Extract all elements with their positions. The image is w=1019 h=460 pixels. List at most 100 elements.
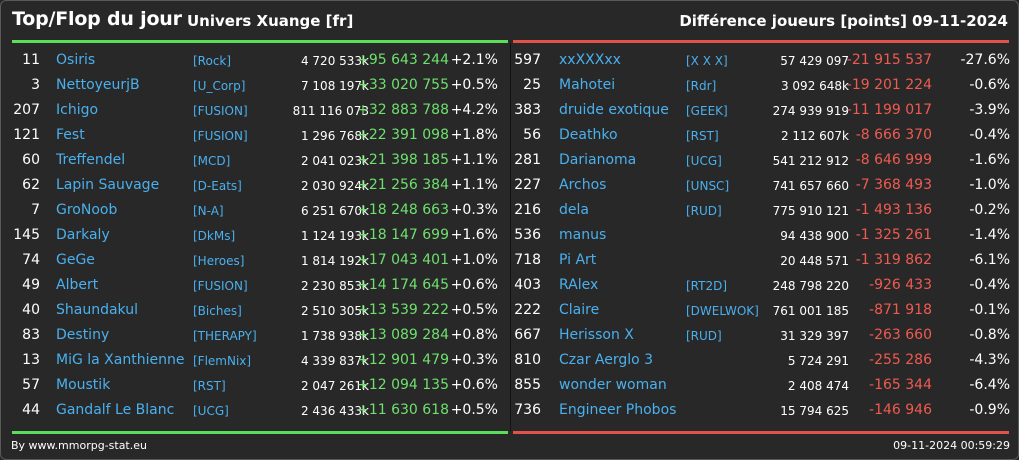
guild-tag-link[interactable]: [DWELWOK]: [686, 304, 759, 318]
metric-label: Différence joueurs [points]: [679, 12, 907, 30]
player-points: 31 329 397: [780, 329, 849, 343]
points-difference: -19 201 224: [846, 77, 932, 93]
guild-tag-link[interactable]: [FUSION]: [193, 104, 248, 118]
player-name-link[interactable]: GroNoob: [56, 202, 118, 218]
guild-tag-link[interactable]: [RST]: [193, 379, 226, 393]
player-name-link[interactable]: Herisson X: [559, 327, 634, 343]
player-rank: 281: [514, 152, 541, 168]
guild-tag-link[interactable]: [UCG]: [686, 154, 722, 168]
player-name-link[interactable]: Destiny: [56, 327, 110, 343]
player-name-link[interactable]: xxXXXxx: [559, 52, 621, 68]
player-name-link[interactable]: Shaundakul: [56, 302, 138, 318]
player-name-link[interactable]: Pi Art: [559, 252, 597, 268]
player-points: 2 408 474: [787, 379, 849, 393]
guild-tag-link[interactable]: [Biches]: [193, 304, 242, 318]
guild-tag-link[interactable]: [FUSION]: [193, 279, 248, 293]
guild-tag-link[interactable]: [Rdr]: [686, 79, 717, 93]
points-difference: -1 319 862: [855, 252, 932, 268]
player-name-link[interactable]: Fest: [56, 127, 85, 143]
player-name-link[interactable]: Gandalf Le Blanc: [56, 402, 175, 418]
percent-change: +0.5%: [450, 77, 498, 93]
guild-tag-link[interactable]: [UNSC]: [686, 179, 730, 193]
top-player-row: 3 NettoyeurjB [U_Corp] 7 108 197k +33 020 75…: [12, 74, 508, 99]
player-points: 1 738 938k: [300, 329, 369, 343]
guild-tag-link[interactable]: [UCG]: [193, 404, 229, 418]
player-name-link[interactable]: RAlex: [559, 277, 599, 293]
player-points: 4 720 533k: [300, 54, 369, 68]
player-rank: 736: [514, 402, 541, 418]
player-name-link[interactable]: Osiris: [56, 52, 96, 68]
percent-change: -0.6%: [969, 77, 1010, 93]
player-name-link[interactable]: GeGe: [56, 252, 95, 268]
player-name-link[interactable]: Claire: [559, 302, 600, 318]
player-points: 541 212 912: [772, 154, 849, 168]
player-name-link[interactable]: Darkaly: [56, 227, 110, 243]
guild-tag-link[interactable]: [U_Corp]: [193, 79, 246, 93]
percent-change: -6.4%: [969, 377, 1010, 393]
points-difference: +12 901 479: [357, 352, 449, 368]
percent-change: -27.6%: [960, 52, 1010, 68]
percent-change: +0.6%: [450, 277, 498, 293]
guild-tag-link[interactable]: [RST]: [686, 129, 719, 143]
player-rank: 222: [514, 302, 541, 318]
guild-tag-link[interactable]: [DkMs]: [193, 229, 236, 243]
points-difference: -926 433: [869, 277, 932, 293]
guild-tag-link[interactable]: [THERAPY]: [193, 329, 257, 343]
player-rank: 207: [13, 102, 40, 118]
player-name-link[interactable]: Lapin Sauvage: [56, 177, 160, 193]
player-name-link[interactable]: Ichigo: [56, 102, 99, 118]
percent-change: -3.9%: [969, 102, 1010, 118]
points-difference: -8 646 999: [855, 152, 932, 168]
guild-tag-link[interactable]: [FUSION]: [193, 129, 248, 143]
player-name-link[interactable]: druide exotique: [559, 102, 669, 118]
guild-tag-link[interactable]: [RT2D]: [686, 279, 728, 293]
points-difference: +18 147 699: [357, 227, 449, 243]
points-difference: +33 020 755: [357, 77, 449, 93]
player-name-link[interactable]: MiG la Xanthienne: [56, 352, 185, 368]
top-player-row: 49 Albert [FUSION] 2 230 853k +14 174 645 +0.…: [12, 274, 508, 299]
guild-tag-link[interactable]: [MCD]: [193, 154, 231, 168]
flop-player-row: 56 Deathko [RST] 2 112 607k -8 666 370 -0.4%: [513, 124, 1010, 149]
player-name-link[interactable]: Czar Aerglo 3: [559, 352, 654, 368]
player-name-link[interactable]: Deathko: [559, 127, 618, 143]
percent-change: +1.1%: [450, 152, 498, 168]
player-rank: 3: [31, 77, 40, 93]
player-name-link[interactable]: Moustik: [56, 377, 111, 393]
top-player-row: 207 Ichigo [FUSION] 811 116 073 +32 883 788 +…: [12, 99, 508, 124]
guild-tag-link[interactable]: [GEEK]: [686, 104, 728, 118]
points-difference: +14 174 645: [357, 277, 449, 293]
player-name-link[interactable]: Treffendel: [56, 152, 126, 168]
percent-change: -0.1%: [969, 302, 1010, 318]
top-player-row: 13 MiG la Xanthienne [FlemNix] 4 339 837k +1…: [12, 349, 508, 374]
player-name-link[interactable]: dela: [559, 202, 589, 218]
guild-tag-link[interactable]: [N-A]: [193, 204, 224, 218]
player-name-link[interactable]: wonder woman: [559, 377, 667, 393]
player-rank: 11: [22, 52, 40, 68]
guild-tag-link[interactable]: [D-Eats]: [193, 179, 242, 193]
header: Top/Flop du jour Univers Xuange [fr] Dif…: [1, 1, 1018, 39]
guild-tag-link[interactable]: [Rock]: [193, 54, 232, 68]
player-name-link[interactable]: NettoyeurjB: [56, 77, 140, 93]
guild-tag-link[interactable]: [RUD]: [686, 204, 722, 218]
points-difference: +13 089 284: [357, 327, 449, 343]
player-name-link[interactable]: Archos: [559, 177, 607, 193]
guild-tag-link[interactable]: [RUD]: [686, 329, 722, 343]
top-player-row: 62 Lapin Sauvage [D-Eats] 2 030 924k +21 256…: [12, 174, 508, 199]
player-points: 2 436 433k: [300, 404, 369, 418]
player-points: 6 251 670k: [300, 204, 369, 218]
guild-tag-link[interactable]: [Heroes]: [193, 254, 245, 268]
player-points: 4 339 837k: [300, 354, 369, 368]
flop-player-row: 222 Claire [DWELWOK] 761 001 185 -871 918 -0.…: [513, 299, 1010, 324]
player-name-link[interactable]: Engineer Phobos: [559, 402, 677, 418]
player-rank: 74: [22, 252, 40, 268]
player-points: 1 814 192k: [300, 254, 369, 268]
player-name-link[interactable]: manus: [559, 227, 607, 243]
player-name-link[interactable]: Darianoma: [559, 152, 637, 168]
player-name-link[interactable]: Albert: [56, 277, 99, 293]
player-rank: 25: [523, 77, 541, 93]
guild-tag-link[interactable]: [X X X]: [686, 54, 728, 68]
player-points: 3 092 648k: [780, 79, 849, 93]
flop-player-row: 403 RAlex [RT2D] 248 798 220 -926 433 -0.4%: [513, 274, 1010, 299]
player-name-link[interactable]: Mahotei: [559, 77, 616, 93]
guild-tag-link[interactable]: [FlemNix]: [193, 354, 252, 368]
